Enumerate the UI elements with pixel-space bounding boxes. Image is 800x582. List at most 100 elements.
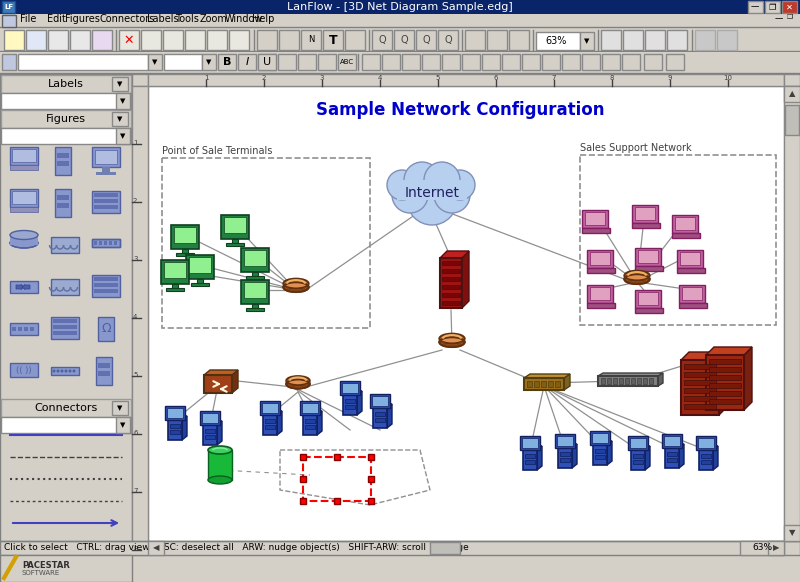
Text: ▼: ▼ <box>206 59 212 65</box>
Bar <box>98 363 110 368</box>
Polygon shape <box>462 251 469 308</box>
Bar <box>0 74 132 555</box>
Bar <box>667 458 677 462</box>
Bar <box>343 395 357 415</box>
Bar <box>168 420 182 440</box>
Text: ABC: ABC <box>340 59 354 65</box>
Bar <box>542 54 560 70</box>
Ellipse shape <box>624 274 650 284</box>
Text: Window: Window <box>225 14 263 24</box>
Bar <box>202 413 218 423</box>
Bar <box>98 371 110 376</box>
Bar <box>182 249 188 253</box>
Bar <box>442 285 460 289</box>
Bar <box>635 207 655 220</box>
Bar <box>263 415 277 435</box>
Text: Edit: Edit <box>47 14 66 24</box>
Text: ▼: ▼ <box>118 116 122 122</box>
Bar <box>98 317 114 341</box>
Bar <box>587 268 615 273</box>
Bar <box>104 241 107 245</box>
Bar <box>587 285 613 303</box>
Text: ❐: ❐ <box>787 14 794 20</box>
Bar <box>57 195 69 200</box>
Bar <box>701 454 711 458</box>
Polygon shape <box>232 370 238 393</box>
Bar <box>638 292 658 305</box>
Bar <box>637 378 641 384</box>
Bar <box>0 74 148 86</box>
Text: Q: Q <box>378 35 386 45</box>
Bar <box>644 54 662 70</box>
Bar <box>258 54 276 70</box>
Bar <box>765 1 780 13</box>
Text: 8: 8 <box>610 75 614 81</box>
Bar <box>161 260 189 284</box>
Polygon shape <box>277 411 282 435</box>
Text: Click to select   CTRL: drag view   ESC: deselect all   ARW: nudge object(s)   S: Click to select CTRL: drag view ESC: des… <box>4 544 469 552</box>
Bar <box>548 381 553 387</box>
Bar <box>623 30 643 50</box>
Bar <box>748 1 763 13</box>
Ellipse shape <box>624 271 650 281</box>
Bar <box>345 399 355 403</box>
Text: Zoom: Zoom <box>200 14 228 24</box>
Text: 5: 5 <box>436 75 440 81</box>
Bar <box>1 110 131 128</box>
Polygon shape <box>203 421 222 425</box>
Polygon shape <box>182 416 187 440</box>
Text: 63%: 63% <box>546 36 566 46</box>
Bar <box>595 455 605 459</box>
Bar <box>0 52 800 74</box>
Text: 8: 8 <box>133 546 138 552</box>
Bar <box>186 255 214 279</box>
Bar <box>252 304 258 308</box>
Bar <box>345 405 355 409</box>
Text: (( )): (( )) <box>16 365 32 374</box>
Bar <box>51 237 79 253</box>
Bar <box>635 308 663 313</box>
Bar <box>784 74 800 86</box>
Bar <box>94 277 118 281</box>
Bar <box>265 425 275 429</box>
Bar <box>166 288 184 291</box>
Bar <box>622 54 640 70</box>
Bar <box>51 367 79 375</box>
Text: 9: 9 <box>668 75 672 81</box>
Ellipse shape <box>286 376 310 385</box>
Polygon shape <box>645 446 650 470</box>
Bar <box>2 1 15 13</box>
Bar <box>587 250 613 268</box>
Text: —: — <box>775 14 783 23</box>
Bar <box>397 180 467 200</box>
Bar <box>582 210 608 228</box>
Polygon shape <box>713 446 718 470</box>
Bar <box>462 54 480 70</box>
Bar <box>238 54 256 70</box>
Bar <box>607 378 611 384</box>
Bar <box>148 86 784 541</box>
Ellipse shape <box>283 282 309 292</box>
Text: 10: 10 <box>723 75 733 81</box>
Bar <box>224 217 246 233</box>
Polygon shape <box>524 374 570 378</box>
Bar <box>265 419 275 423</box>
Bar <box>696 436 716 450</box>
Bar <box>633 460 643 464</box>
Text: Tools: Tools <box>175 14 199 24</box>
Bar <box>218 54 236 70</box>
Bar <box>442 261 460 265</box>
Bar <box>664 436 680 446</box>
Bar <box>465 30 485 50</box>
Circle shape <box>53 370 55 372</box>
Bar <box>10 207 38 212</box>
Bar <box>185 30 205 50</box>
Bar <box>300 401 320 415</box>
Text: 4: 4 <box>378 75 382 81</box>
Bar <box>585 212 605 225</box>
Bar <box>48 30 68 50</box>
Ellipse shape <box>10 230 38 240</box>
Bar <box>345 30 365 50</box>
Bar <box>262 403 278 413</box>
Bar <box>768 541 784 555</box>
